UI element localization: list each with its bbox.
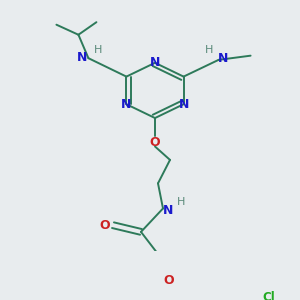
Text: O: O bbox=[150, 136, 160, 149]
Text: O: O bbox=[164, 274, 174, 287]
Text: N: N bbox=[121, 98, 132, 111]
Text: Cl: Cl bbox=[262, 291, 275, 300]
Text: N: N bbox=[163, 204, 173, 217]
Text: N: N bbox=[150, 56, 160, 69]
Text: O: O bbox=[100, 219, 110, 232]
Text: N: N bbox=[178, 98, 189, 111]
Text: H: H bbox=[94, 45, 103, 55]
Text: N: N bbox=[77, 51, 88, 64]
Text: H: H bbox=[204, 45, 213, 55]
Text: N: N bbox=[218, 52, 228, 65]
Text: H: H bbox=[177, 197, 185, 207]
